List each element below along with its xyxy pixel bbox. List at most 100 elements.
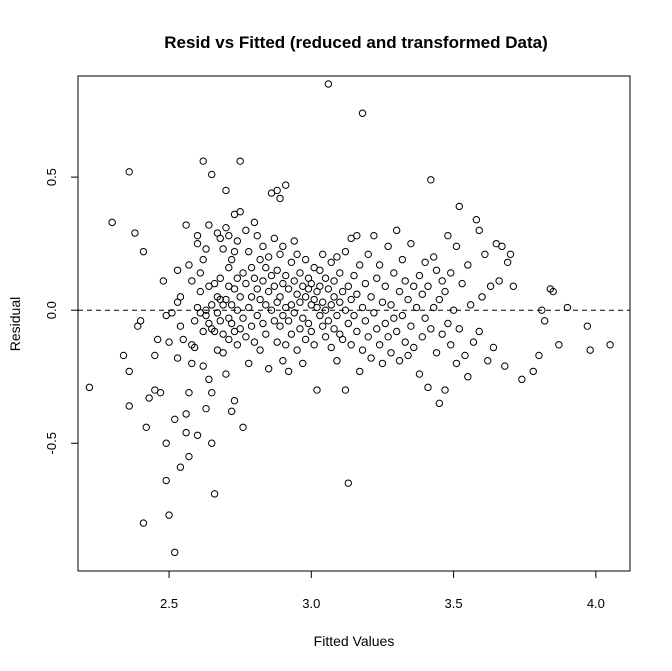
data-point bbox=[321, 306, 330, 314]
data-point bbox=[145, 394, 153, 402]
data-point bbox=[407, 239, 415, 248]
data-point bbox=[125, 367, 133, 376]
data-point bbox=[421, 314, 429, 322]
data-point bbox=[230, 247, 239, 256]
data-point bbox=[236, 208, 244, 216]
data-point bbox=[287, 258, 296, 266]
data-point bbox=[495, 277, 503, 285]
data-point bbox=[171, 415, 179, 424]
data-point bbox=[219, 349, 227, 357]
data-point bbox=[447, 269, 455, 277]
data-point bbox=[324, 285, 333, 293]
data-point bbox=[188, 277, 196, 285]
data-point bbox=[455, 325, 463, 333]
data-point bbox=[264, 365, 273, 373]
data-point bbox=[227, 319, 236, 328]
data-point bbox=[279, 279, 287, 288]
data-point bbox=[378, 298, 387, 306]
data-point bbox=[270, 282, 279, 290]
data-point bbox=[310, 295, 318, 304]
data-point bbox=[219, 330, 227, 338]
data-point bbox=[270, 234, 279, 243]
data-point bbox=[435, 399, 444, 408]
data-point bbox=[344, 479, 353, 487]
data-point bbox=[358, 109, 367, 117]
data-point bbox=[236, 157, 244, 165]
data-point bbox=[358, 346, 367, 354]
data-point bbox=[230, 396, 239, 405]
data-point bbox=[421, 258, 429, 266]
data-point bbox=[324, 80, 333, 88]
y-axis: -0.5 0.0 0.5 bbox=[44, 168, 79, 454]
data-point bbox=[410, 282, 418, 290]
data-point bbox=[227, 301, 236, 309]
data-point bbox=[225, 231, 233, 240]
data-point bbox=[193, 431, 202, 439]
data-point bbox=[216, 274, 224, 282]
data-point bbox=[222, 186, 230, 195]
data-point bbox=[182, 410, 190, 418]
data-point bbox=[401, 277, 409, 285]
data-point bbox=[319, 298, 327, 306]
data-point bbox=[185, 452, 193, 461]
data-point bbox=[185, 261, 193, 269]
data-point bbox=[344, 319, 353, 328]
data-point bbox=[210, 279, 219, 288]
data-point bbox=[270, 317, 279, 325]
data-point bbox=[316, 311, 324, 320]
data-point bbox=[438, 277, 446, 285]
data-point bbox=[449, 306, 458, 314]
data-point bbox=[486, 282, 495, 290]
data-point bbox=[139, 519, 148, 527]
data-point bbox=[304, 319, 313, 328]
x-axis-label: Fitted Values bbox=[314, 633, 395, 649]
data-point bbox=[418, 333, 426, 341]
data-point bbox=[412, 303, 421, 312]
data-point bbox=[256, 346, 264, 354]
x-tick-label: 2.5 bbox=[160, 596, 178, 611]
data-point bbox=[256, 295, 264, 304]
data-point bbox=[404, 351, 412, 360]
data-point bbox=[358, 303, 367, 312]
data-point bbox=[296, 325, 304, 333]
data-point bbox=[330, 277, 338, 285]
data-point bbox=[139, 247, 148, 256]
data-point bbox=[284, 285, 293, 293]
x-tick-label: 3.0 bbox=[302, 596, 320, 611]
data-point bbox=[364, 333, 372, 341]
data-points bbox=[85, 80, 614, 557]
data-point bbox=[239, 314, 247, 322]
data-point bbox=[279, 357, 287, 365]
data-point bbox=[503, 258, 512, 266]
data-point bbox=[361, 279, 370, 288]
data-point bbox=[367, 354, 375, 362]
data-point bbox=[330, 293, 338, 301]
data-point bbox=[287, 301, 296, 309]
x-tick-label: 4.0 bbox=[587, 596, 605, 611]
data-point bbox=[282, 181, 290, 189]
data-point bbox=[273, 266, 281, 274]
data-point bbox=[390, 314, 398, 322]
data-point bbox=[259, 242, 267, 251]
data-point bbox=[262, 330, 270, 338]
data-point bbox=[188, 359, 196, 368]
data-point bbox=[498, 242, 506, 251]
data-point bbox=[162, 476, 170, 485]
data-point bbox=[535, 351, 543, 360]
data-point bbox=[461, 351, 469, 360]
data-point bbox=[387, 301, 395, 309]
data-point bbox=[233, 237, 242, 245]
data-point bbox=[296, 269, 304, 277]
data-point bbox=[276, 194, 284, 203]
data-point bbox=[299, 314, 307, 322]
y-tick-label: 0.0 bbox=[44, 301, 59, 319]
data-point bbox=[182, 221, 190, 229]
data-point bbox=[313, 303, 321, 312]
data-point bbox=[452, 242, 461, 251]
data-point bbox=[338, 287, 347, 296]
data-point bbox=[202, 311, 210, 320]
data-point bbox=[478, 293, 486, 301]
data-point bbox=[256, 255, 264, 264]
data-point bbox=[341, 247, 350, 256]
data-point bbox=[242, 226, 250, 235]
